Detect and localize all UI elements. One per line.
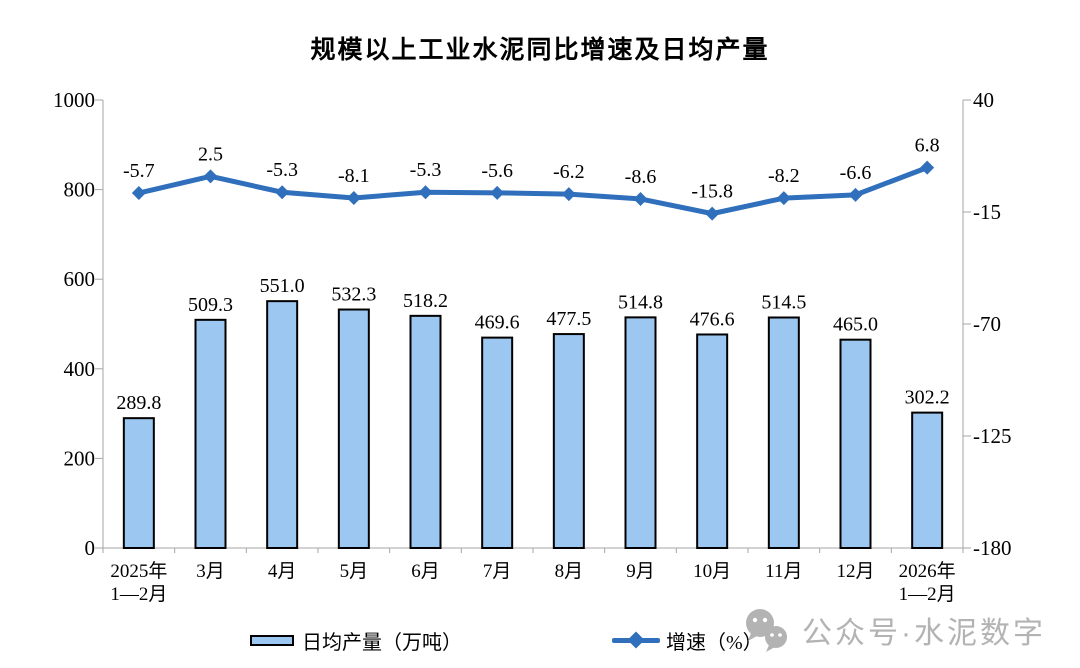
- watermark-text: 公众号·水泥数字: [802, 617, 1046, 650]
- line-marker-diamond: [275, 185, 290, 200]
- bar: [696, 333, 729, 549]
- bar: [839, 338, 872, 549]
- x-axis-category-label: 3月: [196, 561, 225, 582]
- bar: [767, 316, 800, 549]
- right-axis-tick-label: -70: [973, 312, 1001, 336]
- x-axis-category-label: 6月: [411, 561, 440, 582]
- line-value-label: -8.6: [625, 166, 657, 188]
- x-axis-category-label: 2025年: [110, 560, 167, 582]
- x-axis-category-label: 2026年: [899, 560, 956, 582]
- bar: [481, 336, 514, 549]
- left-axis-tick-label: 1000: [53, 88, 95, 112]
- x-axis-category-label: 5月: [340, 561, 369, 582]
- legend-bar-label: 日均产量（万吨）: [302, 631, 462, 654]
- right-axis-tick-label: 40: [973, 88, 994, 112]
- bar: [194, 318, 227, 549]
- line-marker-diamond: [776, 191, 791, 206]
- line-marker-diamond: [131, 186, 146, 201]
- bar-value-label: 477.5: [546, 308, 591, 330]
- line-series-swatch-icon: [612, 631, 660, 649]
- right-axis-tick-label: -125: [973, 424, 1012, 448]
- x-axis-category-label: 1—2月: [110, 584, 167, 605]
- bar-series-swatch-icon: [250, 634, 294, 646]
- line-value-label: -6.2: [553, 161, 585, 183]
- bar-value-label: 302.2: [905, 387, 950, 409]
- bar-value-label: 469.6: [475, 312, 520, 334]
- bar: [337, 308, 370, 549]
- bar-value-label: 289.8: [116, 392, 161, 414]
- bar-value-label: 514.8: [618, 291, 663, 313]
- bar: [552, 333, 585, 549]
- left-axis-tick-label: 400: [64, 357, 96, 381]
- bar: [122, 417, 155, 549]
- bar: [409, 314, 442, 549]
- left-axis-tick-label: 800: [64, 178, 96, 202]
- growth-rate-line: [138, 165, 929, 217]
- x-axis-category-label: 8月: [555, 561, 584, 582]
- line-value-label: -5.3: [410, 159, 442, 181]
- line-marker-diamond: [633, 191, 648, 206]
- left-axis-tick-label: 600: [64, 267, 96, 291]
- bar-value-label: 551.0: [260, 275, 305, 297]
- bar: [266, 300, 299, 550]
- x-axis-category-label: 10月: [693, 561, 731, 582]
- left-axis-tick-label: 0: [85, 536, 96, 560]
- x-axis-category-label: 11月: [765, 561, 802, 582]
- line-marker-diamond: [705, 206, 720, 221]
- bar: [624, 316, 657, 549]
- line-value-label: -15.8: [691, 181, 733, 203]
- line-marker-diamond: [561, 187, 576, 202]
- legend-item-growth-rate: 增速（%）: [612, 628, 763, 654]
- bar-value-label: 514.5: [761, 292, 806, 314]
- line-marker-diamond: [346, 190, 361, 205]
- x-axis-category-label: 7月: [483, 561, 512, 582]
- right-axis-tick-label: -180: [973, 536, 1012, 560]
- line-value-label: -5.3: [266, 159, 298, 181]
- bar-value-label: 509.3: [188, 294, 233, 316]
- line-value-label: -5.7: [123, 160, 155, 182]
- bar-value-label: 465.0: [833, 314, 878, 336]
- line-value-label: -8.2: [768, 165, 800, 187]
- left-axis-tick-label: 200: [64, 446, 96, 470]
- wechat-icon: [746, 609, 787, 652]
- right-axis-tick-label: -15: [973, 200, 1001, 224]
- line-marker-diamond: [490, 185, 505, 200]
- x-axis-category-label: 9月: [626, 561, 655, 582]
- legend-item-daily-output: 日均产量（万吨）: [250, 628, 462, 654]
- legend-line-label: 增速（%）: [666, 631, 763, 654]
- bar-value-label: 518.2: [403, 290, 448, 312]
- line-marker-diamond: [848, 187, 863, 202]
- line-marker-diamond: [418, 185, 433, 200]
- line-value-label: -6.6: [840, 162, 872, 184]
- bar-value-label: 532.3: [331, 284, 376, 306]
- line-marker-diamond: [920, 160, 935, 175]
- chart-title: 规模以上工业水泥同比增速及日均产量: [310, 36, 770, 64]
- x-axis-category-label: 1—2月: [899, 584, 956, 605]
- watermark: 公众号·水泥数字: [738, 604, 1046, 656]
- line-value-label: 2.5: [198, 143, 223, 165]
- bar-value-label: 476.6: [690, 308, 735, 330]
- line-value-label: -8.1: [338, 165, 370, 187]
- line-value-label: -5.6: [481, 160, 513, 182]
- bar: [911, 411, 944, 550]
- x-axis-category-label: 12月: [836, 561, 874, 582]
- line-value-label: 6.8: [915, 135, 940, 157]
- line-marker-diamond: [203, 169, 218, 184]
- x-axis-category-label: 4月: [268, 561, 297, 582]
